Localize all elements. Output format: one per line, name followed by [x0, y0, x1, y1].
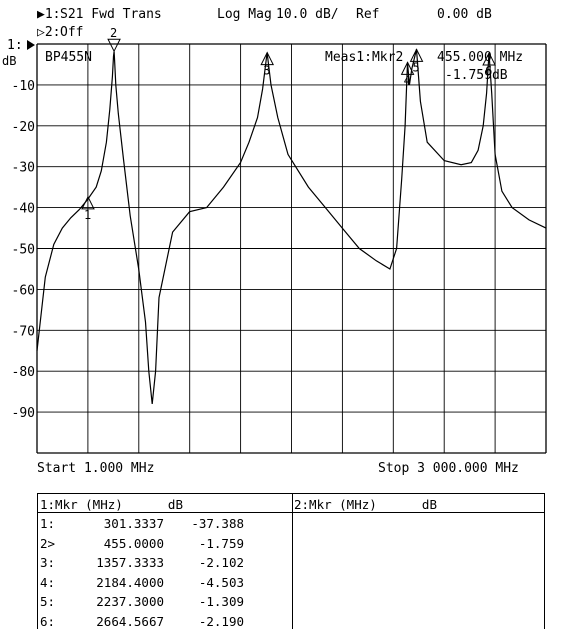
marker-2-icon — [107, 38, 121, 53]
marker-table-left-header: 1:Mkr (MHz) dB — [40, 497, 183, 512]
marker-5-label: 5 — [413, 60, 420, 74]
marker-id: 5: — [40, 594, 56, 609]
meas-marker-label: Meas1:Mkr2 — [325, 50, 404, 65]
y-tick-label: -90 — [12, 406, 35, 421]
marker-id: 3: — [40, 555, 56, 570]
meas-marker-freq: 455.000 MHz — [437, 50, 524, 65]
plot-grid — [36, 43, 547, 454]
y-unit-label: dB — [2, 54, 17, 68]
y-tick-label: -70 — [12, 324, 35, 339]
marker-4-label: 4 — [404, 73, 411, 87]
trace-markers: 1 2 3 45 6 — [81, 26, 496, 222]
ref-value[interactable]: 0.00 dB — [437, 7, 492, 22]
format-label[interactable]: Log Mag — [217, 7, 272, 22]
marker-id: 2> — [40, 535, 56, 551]
y-tick-label: -20 — [12, 120, 35, 135]
marker-db: -1.759 — [198, 535, 244, 551]
marker-freq: 2237.3000 — [96, 594, 164, 609]
marker-4-icon — [400, 61, 415, 75]
ref-level-label: 1: — [7, 38, 23, 53]
trace1-active-marker: ▶1: — [37, 7, 61, 22]
y-tick-label: -50 — [12, 243, 35, 258]
marker-table-row[interactable]: 2> 455.0000 -1.759 — [38, 533, 292, 552]
y-tick-label: -60 — [12, 283, 35, 298]
marker-6-label: 6 — [485, 64, 492, 78]
s21-plot[interactable]: -10 -20 -30 -40 -50 -60 -70 -80 -90 1 2 3 45 6 — [0, 0, 570, 490]
marker-table-row[interactable]: 6: 2664.5667 -2.190 — [38, 611, 292, 630]
y-tick-label: -10 — [12, 79, 35, 94]
stop-frequency[interactable]: Stop 3 000.000 MHz — [378, 461, 519, 476]
start-frequency[interactable]: Start 1.000 MHz — [37, 461, 155, 476]
marker-3-icon — [260, 51, 275, 66]
marker-db: -37.388 — [191, 516, 244, 531]
y-tick-label: -30 — [12, 161, 35, 176]
marker-freq: 2664.5667 — [96, 613, 164, 629]
device-label: BP455N — [45, 50, 92, 65]
marker-table-row[interactable]: 1: 301.3337 -37.388 — [38, 513, 292, 532]
marker-5-icon — [409, 48, 424, 62]
marker-id: 6: — [40, 613, 56, 629]
marker-table-row[interactable]: 3: 1357.3333 -2.102 — [38, 552, 292, 571]
y-tick-label: -80 — [12, 365, 35, 380]
marker-table-right-header: 2:Mkr (MHz) dB — [294, 497, 437, 512]
marker-db: -1.309 — [198, 594, 244, 609]
ref-label: Ref — [356, 7, 380, 22]
marker-table-channel2: 2:Mkr (MHz) dB — [292, 494, 544, 629]
marker-2-label: 2 — [110, 26, 117, 40]
marker-table-channel1: 1:Mkr (MHz) dB 1: 301.3337 -37.388 2> 455.00… — [38, 494, 293, 629]
marker-table: 1:Mkr (MHz) dB 1: 301.3337 -37.388 2> 455.00… — [37, 493, 545, 629]
marker-3-label: 3 — [263, 64, 270, 78]
marker-freq: 455.0000 — [103, 535, 164, 551]
marker-db: -4.503 — [198, 574, 244, 590]
trace1-label[interactable]: S21 Fwd Trans — [60, 7, 162, 22]
marker-db: -2.102 — [198, 555, 244, 570]
marker-id: 1: — [40, 516, 56, 531]
y-tick-label: -40 — [12, 202, 35, 217]
marker-freq: 1357.3333 — [96, 555, 164, 570]
marker-freq: 301.3337 — [103, 516, 164, 531]
marker-1-label: 1 — [84, 208, 91, 222]
trace2-label[interactable]: Off — [60, 25, 84, 40]
ref-level-arrow-icon — [27, 40, 35, 50]
marker-6-icon — [482, 51, 496, 66]
marker-1-icon — [81, 195, 95, 210]
marker-table-row[interactable]: 5: 2237.3000 -1.309 — [38, 591, 292, 610]
y-tick-labels: -10 -20 -30 -40 -50 -60 -70 -80 -90 — [12, 79, 35, 421]
meas-marker-value: -1.759dB — [445, 68, 508, 83]
marker-table-row[interactable]: 4: 2184.4000 -4.503 — [38, 572, 292, 591]
scale-label[interactable]: 10.0 dB/ — [276, 7, 339, 22]
marker-id: 4: — [40, 574, 56, 590]
trace2-marker: ▷2: — [37, 25, 61, 40]
marker-db: -2.190 — [198, 613, 244, 629]
marker-freq: 2184.4000 — [96, 574, 164, 590]
s21-trace-line — [36, 49, 547, 404]
